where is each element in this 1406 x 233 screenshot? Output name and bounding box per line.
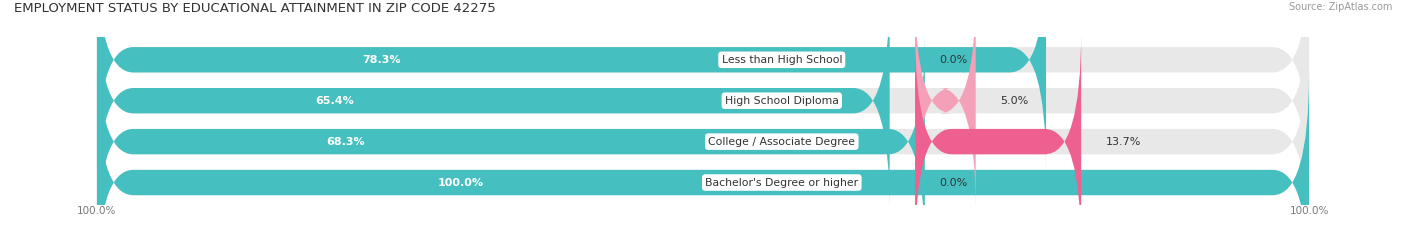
Text: 0.0%: 0.0% — [939, 178, 967, 188]
Text: 65.4%: 65.4% — [315, 96, 354, 106]
FancyBboxPatch shape — [97, 31, 1309, 233]
FancyBboxPatch shape — [97, 72, 1309, 233]
Text: Source: ZipAtlas.com: Source: ZipAtlas.com — [1288, 2, 1392, 12]
FancyBboxPatch shape — [97, 0, 890, 211]
Text: Bachelor's Degree or higher: Bachelor's Degree or higher — [706, 178, 858, 188]
FancyBboxPatch shape — [97, 0, 1309, 211]
Text: EMPLOYMENT STATUS BY EDUCATIONAL ATTAINMENT IN ZIP CODE 42275: EMPLOYMENT STATUS BY EDUCATIONAL ATTAINM… — [14, 2, 496, 15]
FancyBboxPatch shape — [97, 72, 1309, 233]
FancyBboxPatch shape — [915, 0, 976, 211]
FancyBboxPatch shape — [97, 0, 1046, 170]
FancyBboxPatch shape — [97, 31, 925, 233]
FancyBboxPatch shape — [97, 0, 1309, 170]
Text: 13.7%: 13.7% — [1105, 137, 1140, 147]
Text: 78.3%: 78.3% — [363, 55, 401, 65]
Text: 5.0%: 5.0% — [1000, 96, 1028, 106]
Text: High School Diploma: High School Diploma — [725, 96, 839, 106]
Text: 68.3%: 68.3% — [326, 137, 364, 147]
FancyBboxPatch shape — [915, 31, 1081, 233]
Text: Less than High School: Less than High School — [721, 55, 842, 65]
Text: College / Associate Degree: College / Associate Degree — [709, 137, 855, 147]
Text: 0.0%: 0.0% — [939, 55, 967, 65]
Text: 100.0%: 100.0% — [437, 178, 484, 188]
